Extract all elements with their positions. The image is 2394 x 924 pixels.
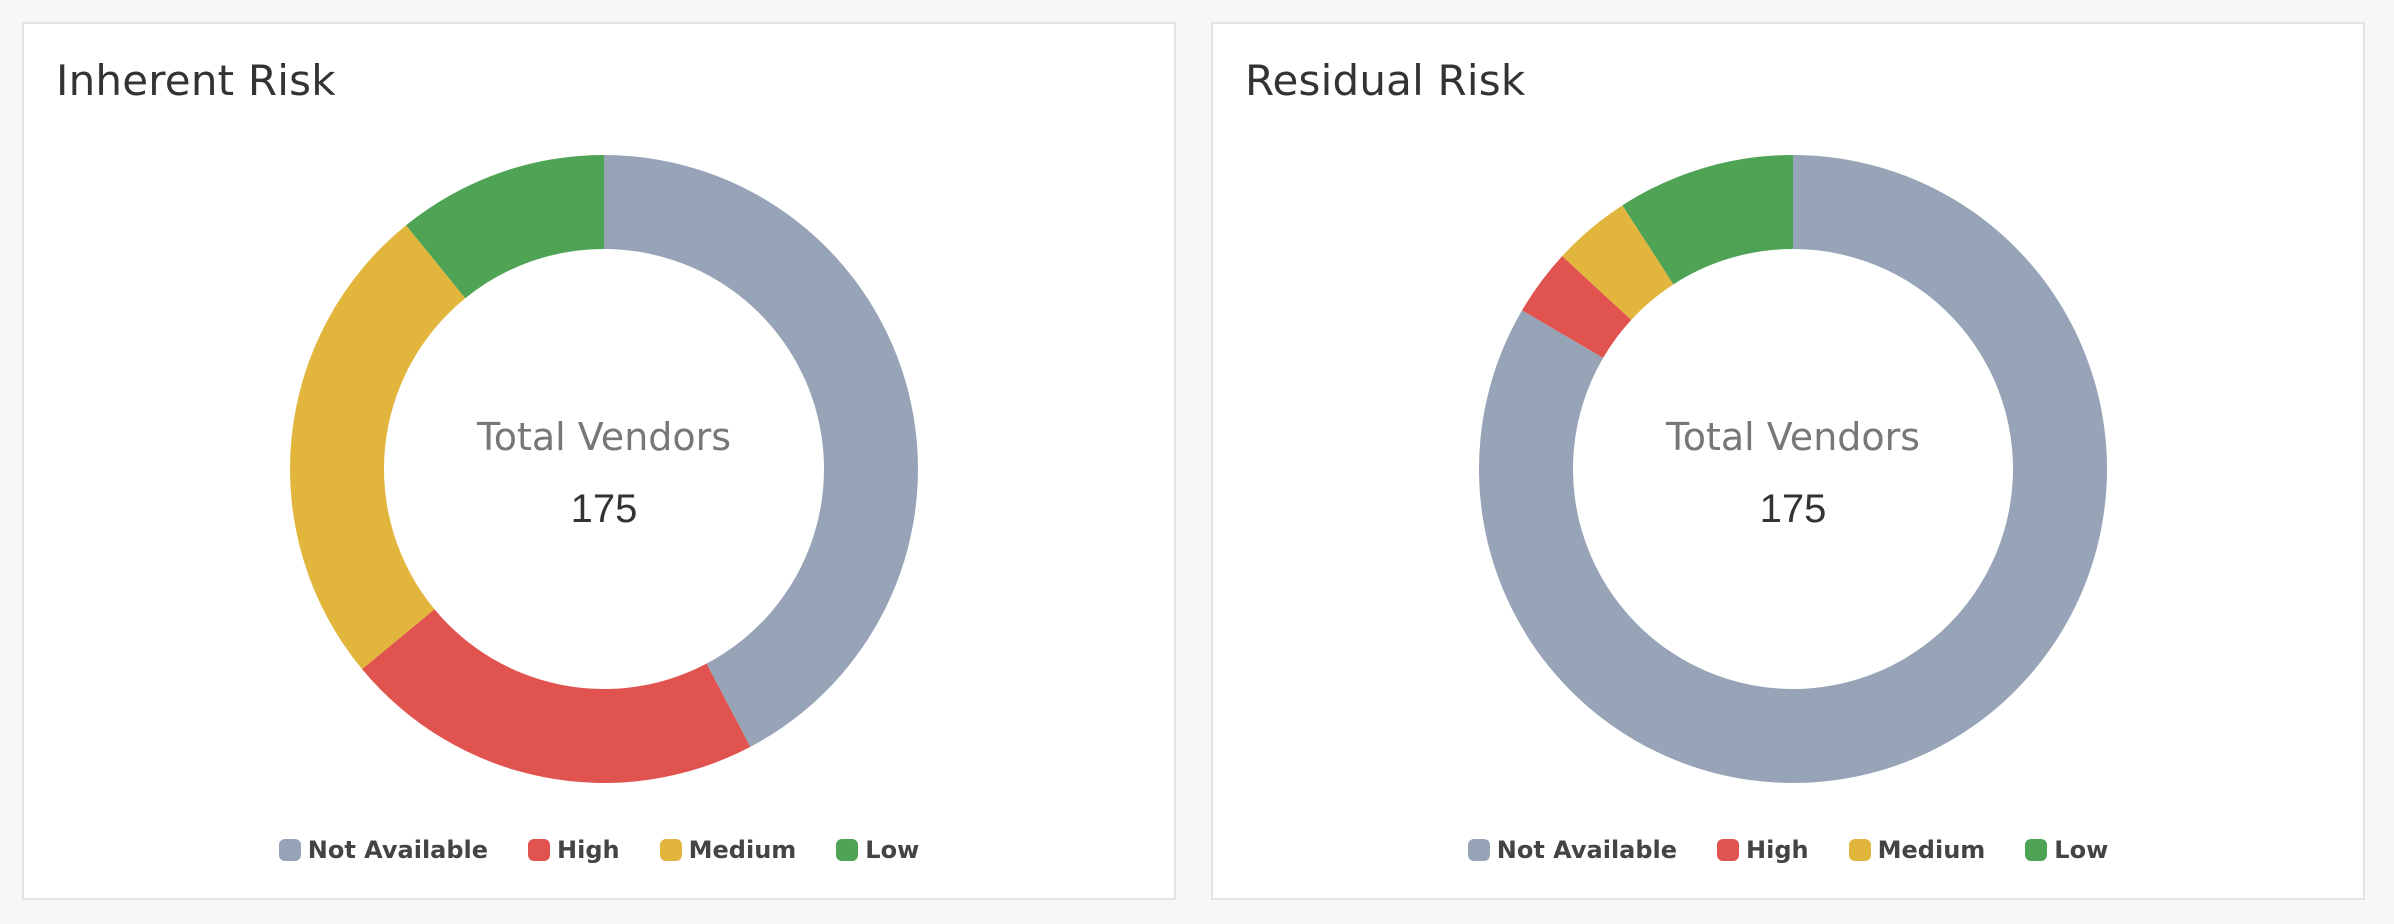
chart-title: Inherent Risk — [56, 56, 336, 105]
legend-item-low[interactable]: Low — [2025, 836, 2108, 864]
slice-high[interactable] — [1522, 256, 1632, 358]
slice-not-available[interactable] — [1479, 155, 2107, 783]
legend-swatch — [836, 839, 859, 861]
center-value: 175 — [571, 487, 638, 531]
legend-swatch — [1717, 839, 1740, 861]
legend-item-high[interactable]: High — [1717, 836, 1809, 864]
legend-swatch — [659, 839, 682, 861]
legend-item-not-available[interactable]: Not Available — [278, 836, 489, 864]
center-label: Total Vendors — [1665, 415, 1920, 459]
legend-label: Low — [865, 836, 920, 864]
legend-label: High — [557, 836, 620, 864]
chart-title: Residual Risk — [1245, 56, 1526, 105]
legend-item-high[interactable]: High — [528, 836, 620, 864]
center-label: Total Vendors — [476, 415, 731, 459]
inherent-risk-card: Inherent Risk Total Vendors 175 Not Avail… — [22, 22, 1176, 900]
legend-label: Medium — [1877, 836, 1986, 864]
slice-not-available[interactable] — [604, 155, 919, 747]
legend-swatch — [1848, 839, 1871, 861]
legend-label: Medium — [688, 836, 797, 864]
legend-label: Not Available — [307, 836, 489, 864]
legend-item-low[interactable]: Low — [836, 836, 919, 864]
slice-high[interactable] — [362, 609, 751, 783]
residual-risk-card: Residual Risk Total Vendors 175 Not Avail… — [1211, 22, 2365, 900]
legend-swatch — [1467, 839, 1490, 861]
legend-item-medium[interactable]: Medium — [659, 836, 797, 864]
legend-label: High — [1746, 836, 1809, 864]
inherent-risk-donut-chart: Total Vendors 175 — [290, 155, 919, 783]
legend-swatch — [528, 839, 551, 861]
slice-medium[interactable] — [290, 225, 466, 670]
legend-item-not-available[interactable]: Not Available — [1467, 836, 1678, 864]
legend-swatch — [2025, 839, 2048, 861]
legend-label: Low — [2054, 836, 2109, 864]
slice-medium[interactable] — [1562, 205, 1674, 320]
legend-item-medium[interactable]: Medium — [1848, 836, 1986, 864]
chart-legend: Not Available High Medium Low — [1213, 832, 2363, 868]
legend-swatch — [278, 839, 301, 861]
center-value: 175 — [1760, 487, 1827, 531]
slice-low[interactable] — [406, 155, 604, 299]
legend-label: Not Available — [1496, 836, 1678, 864]
chart-legend: Not Available High Medium Low — [24, 832, 1174, 868]
residual-risk-donut-chart: Total Vendors 175 — [1479, 155, 2107, 783]
slice-low[interactable] — [1622, 155, 1793, 285]
